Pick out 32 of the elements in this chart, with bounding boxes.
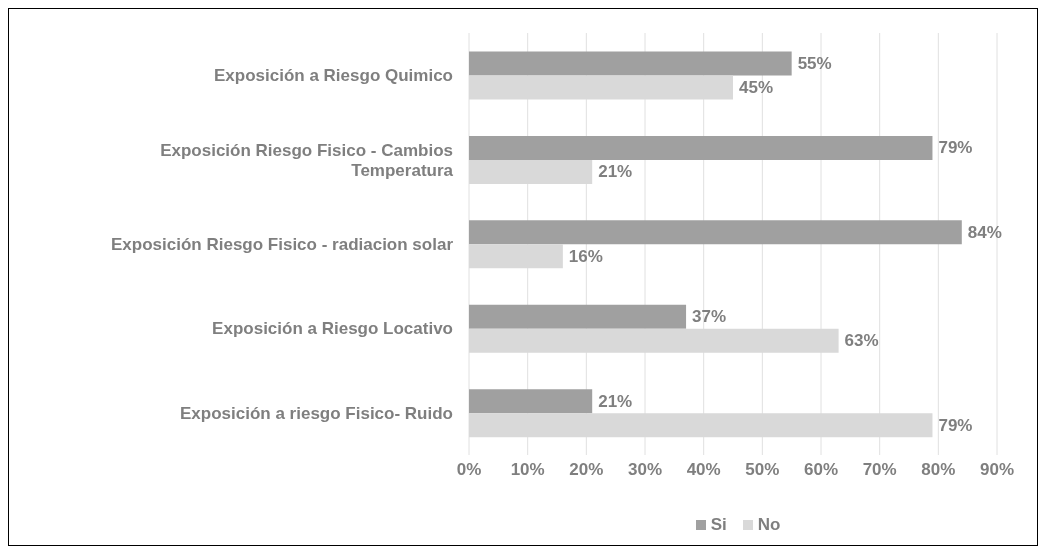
data-label: 21% xyxy=(598,162,633,182)
x-tick-label: 70% xyxy=(862,460,897,480)
data-label: 45% xyxy=(739,78,774,98)
x-tick-label: 40% xyxy=(686,460,721,480)
data-label: 79% xyxy=(938,138,973,158)
y-tick-label: Exposición a riesgo Fisico- Ruido xyxy=(180,403,453,423)
bar xyxy=(469,220,962,245)
bar xyxy=(469,389,593,414)
data-label: 16% xyxy=(568,246,603,266)
x-tick-label: 0% xyxy=(456,460,482,480)
x-tick-label: 90% xyxy=(979,460,1015,480)
legend-label: No xyxy=(756,515,781,535)
bar xyxy=(469,135,933,160)
bar xyxy=(469,304,687,329)
y-tick-label: Exposición Riesgo Fisico - Cambios Temperatura xyxy=(160,140,454,180)
y-tick-label: Exposición Riesgo Fisico - radiacion solar xyxy=(111,234,454,254)
x-tick-label: 60% xyxy=(803,460,839,480)
x-tick-label: 30% xyxy=(627,460,663,480)
data-label: 55% xyxy=(797,54,832,74)
data-label: 21% xyxy=(598,391,633,411)
data-label: 84% xyxy=(967,222,1002,242)
x-tick-label: 50% xyxy=(745,460,780,480)
data-label: 37% xyxy=(692,307,727,327)
legend-label: Si xyxy=(709,515,727,535)
bar xyxy=(469,51,792,76)
y-tick-label: Exposición a Riesgo Locativo xyxy=(212,318,453,338)
x-tick-label: 80% xyxy=(921,460,956,480)
x-tick-label: 10% xyxy=(510,460,545,480)
x-tick-label: 20% xyxy=(569,460,604,480)
data-label: 79% xyxy=(938,415,973,435)
data-label: 63% xyxy=(844,331,879,351)
y-tick-label: Exposición a Riesgo Quimico xyxy=(214,65,453,85)
